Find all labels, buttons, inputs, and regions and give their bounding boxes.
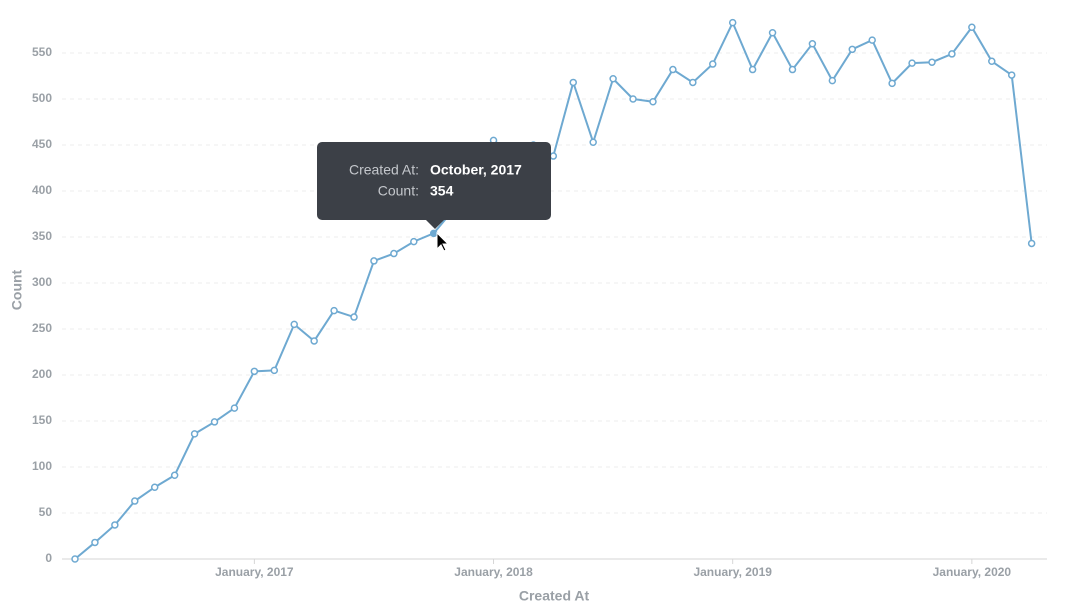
data-point xyxy=(768,29,777,37)
cursor xyxy=(436,231,450,252)
data-point xyxy=(370,257,378,265)
data-point xyxy=(410,237,418,246)
data-point xyxy=(170,471,179,480)
data-point xyxy=(728,18,737,27)
x-axis-title: Created At xyxy=(519,588,590,604)
data-point xyxy=(270,366,279,375)
data-point xyxy=(131,497,139,505)
data-point xyxy=(91,538,99,547)
tooltip-field: Count: xyxy=(378,183,419,199)
data-point xyxy=(788,65,797,74)
tooltip-value: October, 2017 xyxy=(430,162,522,178)
data-point xyxy=(589,138,597,146)
y-tick-label: 50 xyxy=(39,505,53,519)
plot: 0 50 100 150 200 250 300 350 400 450 500 550 January… xyxy=(32,18,1047,579)
data-point xyxy=(629,95,637,103)
data-point xyxy=(350,313,358,321)
x-tick-label: January, 2019 xyxy=(693,565,772,579)
data-point xyxy=(988,57,996,66)
data-point xyxy=(968,23,976,31)
y-tick-label: 200 xyxy=(32,367,52,381)
data-point xyxy=(330,306,338,315)
tooltip-value: 354 xyxy=(430,183,454,199)
data-point xyxy=(111,521,119,529)
x-tick-label: January, 2020 xyxy=(933,565,1012,579)
data-point xyxy=(828,76,837,85)
y-tick-label: 500 xyxy=(32,91,52,105)
y-tick-label: 550 xyxy=(32,45,52,59)
data-point xyxy=(210,418,219,426)
data-point xyxy=(429,229,438,238)
data-point xyxy=(150,483,159,491)
data-point xyxy=(748,65,757,74)
tooltip-box xyxy=(317,142,551,220)
data-point xyxy=(888,79,896,88)
data-point xyxy=(290,320,298,329)
x-tick-label: January, 2018 xyxy=(454,565,533,579)
data-point xyxy=(868,36,876,44)
data-point xyxy=(549,152,558,160)
data-point xyxy=(1027,239,1036,248)
data-point xyxy=(569,78,577,87)
data-point xyxy=(808,40,817,48)
data-point xyxy=(250,367,259,376)
data-point xyxy=(848,45,857,54)
y-tick-label: 450 xyxy=(32,137,52,151)
data-point xyxy=(71,555,79,563)
y-tick-label: 400 xyxy=(32,183,52,197)
data-point xyxy=(928,58,936,66)
data-point xyxy=(190,430,199,438)
data-point xyxy=(908,59,916,67)
y-tick-label: 300 xyxy=(32,275,52,289)
data-point xyxy=(230,404,239,412)
tooltip-pointer xyxy=(426,220,444,229)
data-point xyxy=(609,75,617,83)
data-point xyxy=(310,337,318,345)
y-tick-label: 150 xyxy=(32,413,52,427)
x-tick-label: January, 2017 xyxy=(215,565,294,579)
data-point xyxy=(669,65,677,74)
data-point xyxy=(1007,71,1016,79)
tooltip: Created At: October, 2017 Count: 354 xyxy=(317,142,551,229)
series-line xyxy=(74,20,1033,560)
data-point xyxy=(649,98,657,106)
y-axis-title: Count xyxy=(9,269,25,310)
data-point xyxy=(689,78,697,87)
y-tick-label: 100 xyxy=(32,459,52,473)
tooltip-field: Created At: xyxy=(349,162,419,178)
data-point xyxy=(709,60,717,68)
data-point xyxy=(948,50,956,58)
data-point xyxy=(390,249,398,258)
y-tick-label: 350 xyxy=(32,229,52,243)
y-tick-label: 250 xyxy=(32,321,52,335)
y-tick-label: 0 xyxy=(45,551,52,565)
